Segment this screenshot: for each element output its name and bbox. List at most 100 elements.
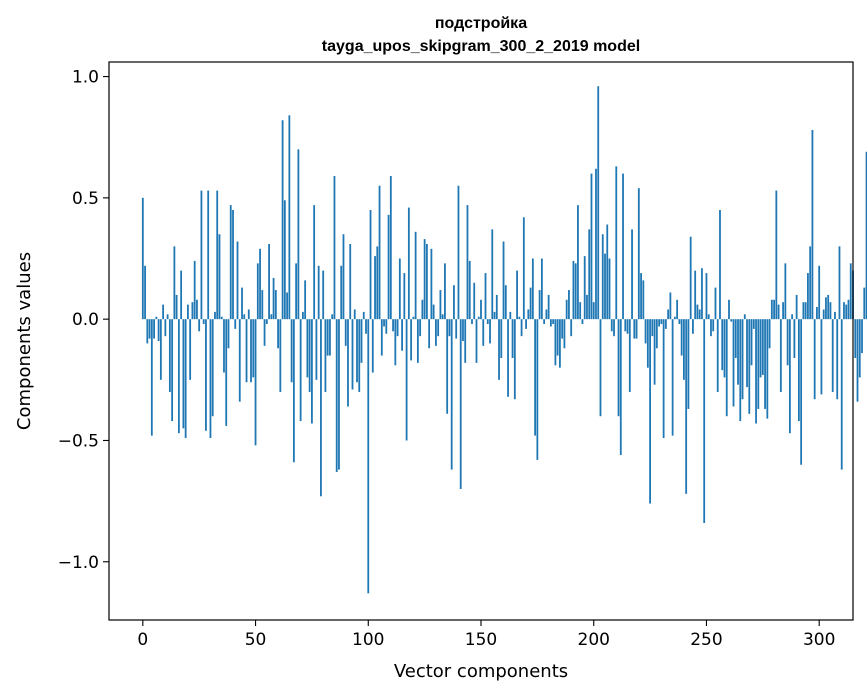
- bar: [761, 319, 764, 375]
- bar: [259, 248, 261, 320]
- bar: [256, 263, 259, 320]
- bar: [277, 319, 279, 349]
- bar: [689, 236, 692, 320]
- bar: [423, 239, 426, 320]
- bar: [543, 319, 546, 325]
- bar: [631, 229, 633, 320]
- bar: [202, 319, 205, 325]
- bar: [673, 316, 676, 320]
- chart-subtitle: tayga_upos_skipgram_300_2_2019 model: [322, 38, 640, 55]
- bar: [484, 273, 487, 320]
- bar: [261, 290, 264, 320]
- y-tick-label: −0.5: [58, 431, 99, 451]
- bar: [619, 319, 622, 456]
- bar: [687, 319, 690, 409]
- bar: [696, 304, 699, 320]
- bar: [813, 319, 816, 400]
- bar: [477, 316, 480, 320]
- bar: [561, 319, 564, 339]
- bar: [694, 270, 697, 320]
- bar: [374, 256, 376, 320]
- bar: [369, 209, 372, 320]
- x-tick-label: 50: [245, 630, 267, 650]
- bar: [155, 316, 158, 320]
- bar: [450, 319, 453, 470]
- bar: [371, 319, 374, 373]
- bar: [714, 287, 717, 320]
- bar: [583, 256, 586, 320]
- bar: [349, 243, 352, 320]
- bar: [628, 319, 631, 392]
- bar: [863, 287, 866, 320]
- bar: [773, 299, 775, 320]
- bar: [845, 304, 848, 320]
- bar: [624, 319, 627, 332]
- bar: [148, 319, 151, 339]
- bar: [398, 258, 401, 320]
- bar: [660, 319, 663, 325]
- bar: [527, 309, 530, 320]
- bar: [791, 314, 794, 320]
- bar: [705, 273, 708, 320]
- bar: [263, 319, 266, 346]
- bar: [757, 319, 760, 409]
- bar: [495, 294, 498, 320]
- bar: [779, 319, 782, 392]
- bar: [209, 319, 212, 439]
- bar: [667, 309, 670, 320]
- x-tick-label: 300: [803, 630, 835, 650]
- bar: [286, 292, 289, 320]
- bar: [664, 319, 667, 329]
- bar: [595, 168, 597, 320]
- bar: [333, 176, 336, 320]
- bar: [748, 319, 751, 414]
- bar: [613, 319, 615, 337]
- y-tick-label: 0.5: [72, 189, 99, 209]
- bar: [220, 316, 223, 320]
- x-tick-label: 200: [578, 630, 610, 650]
- bar: [721, 319, 724, 371]
- bar: [547, 294, 550, 320]
- bar: [662, 319, 665, 439]
- bar: [601, 234, 604, 320]
- bar: [622, 173, 624, 320]
- y-axis-label: Components values: [14, 252, 35, 430]
- bar: [468, 260, 471, 320]
- bar: [752, 319, 755, 329]
- bar: [574, 263, 577, 320]
- bar: [315, 319, 318, 380]
- bar: [234, 319, 237, 329]
- bar: [743, 314, 746, 320]
- bar: [716, 319, 719, 392]
- bar: [581, 319, 584, 325]
- bar: [486, 319, 489, 325]
- bar: [223, 319, 225, 373]
- bar: [446, 319, 449, 414]
- bar: [437, 319, 440, 337]
- bar: [187, 304, 189, 320]
- bar: [723, 319, 726, 378]
- y-tick-label: 1.0: [72, 68, 99, 88]
- bar: [856, 319, 859, 402]
- bar: [854, 319, 857, 358]
- bar: [196, 299, 198, 320]
- bar: [473, 282, 476, 320]
- bar: [459, 319, 462, 489]
- bar: [615, 166, 618, 320]
- bar: [265, 319, 268, 325]
- bar: [331, 314, 334, 320]
- bar: [301, 311, 304, 320]
- bar: [214, 311, 216, 320]
- bar: [308, 319, 311, 392]
- bar: [739, 319, 742, 422]
- bar: [250, 319, 252, 383]
- bar: [750, 319, 753, 366]
- bar: [599, 319, 602, 417]
- bar: [741, 319, 744, 400]
- bar: [655, 319, 658, 349]
- bar: [680, 319, 683, 356]
- bar: [737, 319, 739, 385]
- bar-series: [141, 86, 867, 594]
- bar: [238, 319, 241, 402]
- bar: [822, 309, 825, 320]
